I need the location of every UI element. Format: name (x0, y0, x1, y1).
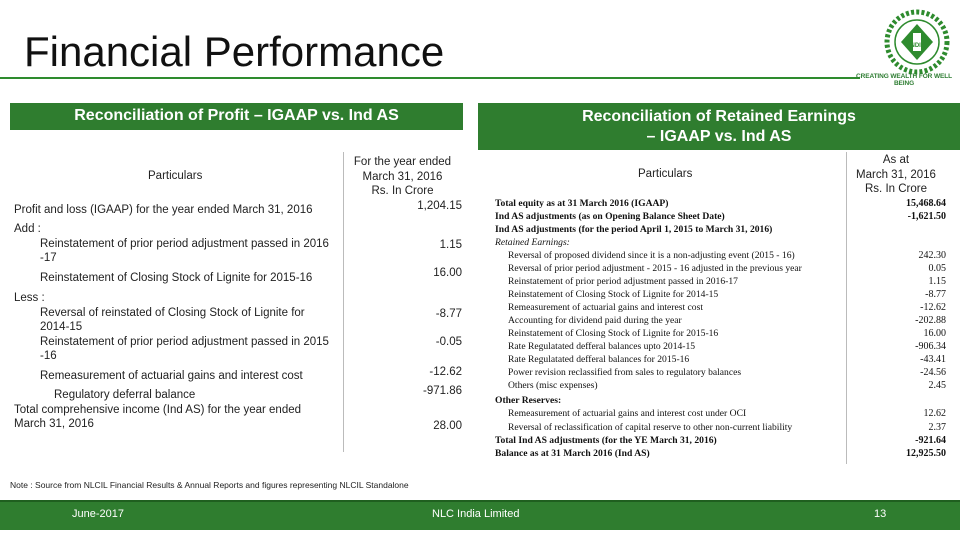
left-col-value-line: For the year ended (353, 156, 452, 168)
right-row-label: Retained Earnings: (495, 237, 570, 248)
left-row-label: Regulatory deferral balance (54, 389, 196, 401)
left-row-label: Add : (14, 223, 41, 235)
logo-text: INDIA (909, 43, 926, 49)
left-row-label: Reinstatement of prior period adjustment… (40, 336, 329, 362)
left-col-value-header: For the year ended March 31, 2016 Rs. In… (340, 155, 465, 199)
right-row-value: -43.41 (920, 354, 946, 365)
page-title: Financial Performance (24, 28, 445, 75)
right-row-label: Ind AS adjustments (for the period April… (495, 224, 773, 235)
left-row-value: 1.15 (439, 239, 462, 251)
right-row-label: Total equity as at 31 March 2016 (IGAAP) (495, 198, 669, 209)
right-row-value: 12,925.50 (906, 448, 946, 459)
logo-tagline: CREATING WEALTH FOR WELL BEING (856, 73, 952, 87)
right-row-value: 16.00 (923, 328, 947, 339)
left-col-value-line: March 31, 2016 (362, 170, 443, 183)
footer-date: June-2017 (72, 508, 124, 520)
right-row-value: 15,468.64 (906, 198, 946, 209)
right-row-value: -12.62 (920, 302, 946, 313)
left-table-divider (343, 152, 344, 452)
right-row-label: Total Ind AS adjustments (for the YE Mar… (495, 435, 717, 446)
right-col-value-line: Rs. In Crore (865, 183, 927, 195)
left-row-label: Less : (14, 292, 45, 304)
right-row-label: Rate Regulatated defferal balances upto … (508, 341, 696, 352)
left-col-particulars-header: Particulars (148, 170, 203, 182)
left-row-label: Reinstatement of prior period adjustment… (40, 238, 329, 264)
left-row-value: -971.86 (422, 385, 462, 397)
right-col-value-line: As at (882, 154, 910, 166)
right-row-label: Reversal of proposed dividend since it i… (508, 250, 795, 261)
left-row-value: -8.77 (435, 308, 462, 320)
right-col-value-line: March 31, 2016 (856, 168, 936, 181)
right-row-value: 2.37 (928, 422, 947, 433)
right-row-label: Accounting for dividend paid during the … (508, 315, 682, 326)
right-row-value: 242.30 (918, 250, 947, 261)
right-table-divider (846, 152, 847, 464)
right-row-label: Reinstatement of Closing Stock of Lignit… (508, 328, 719, 339)
right-col-value-header: As at March 31, 2016 Rs. In Crore (848, 153, 944, 197)
right-row-value: -921.64 (915, 435, 946, 446)
right-row-value: 1.15 (928, 276, 947, 287)
source-note: Note : Source from NLCIL Financial Resul… (10, 480, 409, 490)
left-row-value: -0.05 (435, 336, 462, 348)
footer-bar (0, 500, 960, 530)
left-section-heading: Reconciliation of Profit – IGAAP vs. Ind… (10, 103, 463, 130)
left-row-value: -12.62 (429, 366, 462, 378)
right-row-value: -8.77 (925, 289, 946, 300)
right-row-label: Rate Regulatated defferal balances for 2… (508, 354, 690, 365)
left-row-value: 28.00 (433, 420, 462, 432)
left-row-label: Profit and loss (IGAAP) for the year end… (14, 204, 313, 216)
right-row-label: Ind AS adjustments (as on Opening Balanc… (495, 211, 725, 222)
left-row-label: Remeasurement of actuarial gains and int… (40, 370, 303, 382)
footer-company: NLC India Limited (432, 508, 520, 520)
left-row-label: Reinstatement of Closing Stock of Lignit… (40, 272, 313, 284)
right-row-value: 0.05 (928, 263, 947, 274)
right-row-label: Reinstatement of prior period adjustment… (508, 276, 738, 287)
left-row-label: Total comprehensive income (Ind AS) for … (14, 404, 302, 430)
right-heading-line: – IGAAP vs. Ind AS (646, 128, 792, 145)
right-section-heading: Reconciliation of Retained Earnings – IG… (478, 103, 960, 150)
right-col-particulars-header: Particulars (638, 168, 693, 180)
right-row-label: Power revision reclassified from sales t… (508, 367, 742, 378)
left-row-value: 1,204.15 (417, 200, 462, 212)
left-row-value: 16.00 (433, 267, 462, 279)
right-row-label: Reinstatement of Closing Stock of Lignit… (508, 289, 719, 300)
right-row-label: Reversal of prior period adjustment - 20… (508, 263, 802, 274)
right-row-label: Others (misc expenses) (508, 380, 598, 391)
right-row-label: Remeasurement of actuarial gains and int… (508, 408, 747, 419)
right-row-label: Reversal of reclassification of capital … (508, 422, 793, 433)
footer-page-number: 13 (874, 508, 887, 520)
company-logo-icon: INDIA (884, 9, 950, 75)
left-col-value-line: Rs. In Crore (371, 185, 434, 197)
right-row-value: -202.88 (915, 315, 946, 326)
right-row-label: Other Reserves: (495, 395, 562, 406)
right-row-value: 2.45 (928, 380, 947, 391)
right-row-label: Remeasurement of actuarial gains and int… (508, 302, 703, 313)
right-row-value: 12.62 (923, 408, 947, 419)
title-divider (0, 77, 860, 79)
right-row-value: -906.34 (915, 341, 946, 352)
right-row-label: Balance as at 31 March 2016 (Ind AS) (495, 448, 650, 459)
left-row-label: Reversal of reinstated of Closing Stock … (40, 307, 305, 333)
right-row-value: -24.56 (920, 367, 946, 378)
right-row-value: -1,621.50 (907, 211, 946, 222)
right-heading-line: Reconciliation of Retained Earnings (582, 108, 856, 125)
